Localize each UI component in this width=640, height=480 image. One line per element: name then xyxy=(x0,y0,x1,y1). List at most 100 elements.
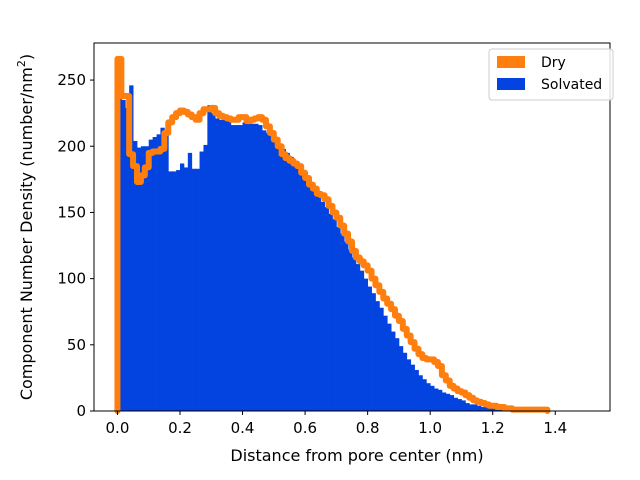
solvated-bar xyxy=(269,135,275,411)
solvated-bar xyxy=(207,105,212,411)
solvated-bar xyxy=(156,134,161,411)
plot-frame xyxy=(93,42,611,412)
solvated-bar xyxy=(324,207,329,411)
solvated-bar xyxy=(332,219,337,411)
solvated-bar xyxy=(137,147,142,411)
solvated-bar xyxy=(199,151,204,412)
solvated-bar xyxy=(309,183,314,411)
solvated-bar xyxy=(211,113,216,411)
solvated-bar xyxy=(230,125,236,411)
solvated-bar xyxy=(215,118,220,411)
solvated-bar xyxy=(352,257,357,411)
solvated-bar xyxy=(363,278,369,411)
y-axis-label-close: ) xyxy=(17,54,36,60)
dry-step-line xyxy=(114,55,551,414)
x-tick-label: 1.2 xyxy=(481,419,505,437)
y-axis-label-main: Component Number Density (number/nm xyxy=(17,67,36,400)
solvated-bar xyxy=(164,131,169,411)
solvated-bar xyxy=(301,172,306,411)
solvated-bar xyxy=(344,241,349,411)
solvated-bar xyxy=(316,195,322,411)
x-tick-label: 1.4 xyxy=(543,419,567,437)
solvated-bar xyxy=(129,85,134,412)
solvated-bar xyxy=(391,331,396,411)
x-axis-label: Distance from pore center (nm) xyxy=(230,446,483,465)
solvated-bar xyxy=(293,162,298,411)
solvated-bar xyxy=(250,123,255,411)
solvated-bar xyxy=(398,346,404,411)
y-tick-label: 100 xyxy=(57,270,86,288)
solvated-bar xyxy=(312,188,318,411)
solvated-bar xyxy=(176,170,181,411)
y-tick-label: 250 xyxy=(57,71,86,89)
solvated-bar xyxy=(414,369,419,411)
solvated-bar xyxy=(445,393,451,411)
x-tick-label: 1.0 xyxy=(418,419,442,437)
solvated-bar xyxy=(406,359,412,411)
solvated-bar xyxy=(195,168,200,411)
y-tick-label: 0 xyxy=(76,402,86,420)
plot-area xyxy=(114,55,551,414)
legend-label-solvated: Solvated xyxy=(541,77,602,93)
solvated-bar xyxy=(297,167,302,411)
solvated-bar xyxy=(430,385,435,411)
solvated-bar xyxy=(484,407,490,411)
solvated-bar xyxy=(281,148,286,411)
solvated-bar xyxy=(140,146,146,411)
x-tick-label: 0.4 xyxy=(231,419,255,437)
y-tick-label: 50 xyxy=(67,336,86,354)
solvated-bar xyxy=(148,139,154,411)
solvated-bar xyxy=(383,315,388,411)
legend: Dry Solvated xyxy=(488,48,614,101)
solvated-bar xyxy=(336,227,341,411)
solvated-bar xyxy=(434,388,439,411)
solvated-bar xyxy=(461,400,466,411)
solvated-bar xyxy=(473,404,478,411)
solvated-bar xyxy=(180,163,185,411)
solvated-bar xyxy=(371,293,376,411)
solvated-bar xyxy=(144,146,150,411)
solvated-bar xyxy=(183,167,189,411)
x-tick-label: 0.8 xyxy=(356,419,380,437)
solvated-bar xyxy=(187,152,193,411)
solvated-bar xyxy=(477,405,482,411)
solvated-bar xyxy=(277,143,283,411)
solvated-bar xyxy=(246,122,251,412)
legend-label-dry: Dry xyxy=(541,55,566,71)
solvated-bar xyxy=(453,397,458,411)
solvated-bar xyxy=(457,399,462,411)
x-tick-label: 0.0 xyxy=(106,419,130,437)
solvated-bar xyxy=(488,408,494,411)
solvated-bar xyxy=(441,392,447,411)
solvated-bar xyxy=(273,139,279,411)
solvated-bar xyxy=(418,375,423,411)
solvated-bar xyxy=(469,404,474,411)
solvated-bar xyxy=(172,171,177,411)
solvated-bars xyxy=(117,69,548,412)
solvated-bar xyxy=(328,213,333,411)
solvated-bar xyxy=(355,264,361,411)
x-tick-label: 0.6 xyxy=(293,419,317,437)
solvated-bar xyxy=(266,133,271,411)
y-axis-ticks: 0 50 100 150 200 250 xyxy=(57,71,94,420)
solvated-bar xyxy=(379,307,384,411)
solvated-bar xyxy=(223,115,228,411)
solvated-bar xyxy=(121,99,126,412)
y-tick-label: 200 xyxy=(57,137,86,155)
solvated-bar xyxy=(203,144,208,411)
solvated-bar xyxy=(438,389,443,411)
solvated-bar xyxy=(289,156,294,411)
solvated-bar xyxy=(125,107,130,412)
solvated-bar xyxy=(387,323,392,411)
solvated-bar xyxy=(226,121,232,411)
x-axis-ticks: 0.0 0.2 0.4 0.6 0.8 1.0 1.2 1.4 xyxy=(106,411,567,437)
solvated-bar xyxy=(426,383,431,411)
legend-swatch-solvated xyxy=(497,78,525,90)
solvated-bar xyxy=(422,379,427,411)
solvated-bar xyxy=(238,125,243,411)
solvated-bar xyxy=(285,152,290,411)
solvated-bar xyxy=(449,395,455,411)
solvated-bar xyxy=(340,233,345,411)
solvated-bar xyxy=(219,119,224,411)
